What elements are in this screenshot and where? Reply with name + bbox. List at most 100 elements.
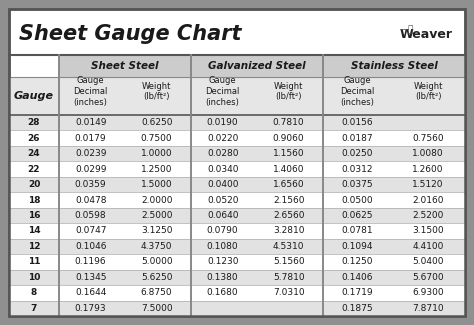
Bar xyxy=(323,55,465,77)
Text: 2.0000: 2.0000 xyxy=(141,196,173,204)
Text: 6.8750: 6.8750 xyxy=(141,288,173,297)
Text: 0.1196: 0.1196 xyxy=(75,257,107,266)
Text: 0.0500: 0.0500 xyxy=(341,196,373,204)
Text: 0.0359: 0.0359 xyxy=(75,180,107,189)
Text: 0.1406: 0.1406 xyxy=(341,273,373,282)
Text: 1.0000: 1.0000 xyxy=(141,149,173,158)
Text: 0.0790: 0.0790 xyxy=(207,227,238,235)
Text: 1.5000: 1.5000 xyxy=(141,180,173,189)
Text: Stainless Steel: Stainless Steel xyxy=(351,61,438,71)
Text: 7.5000: 7.5000 xyxy=(141,304,173,313)
Text: 24: 24 xyxy=(27,149,40,158)
Text: 0.1230: 0.1230 xyxy=(207,257,238,266)
Text: 0.0190: 0.0190 xyxy=(207,118,238,127)
Text: 0.1644: 0.1644 xyxy=(75,288,106,297)
Text: 4.3750: 4.3750 xyxy=(141,242,173,251)
Text: 0.0625: 0.0625 xyxy=(341,211,373,220)
Text: 1.5120: 1.5120 xyxy=(412,180,444,189)
Text: 10: 10 xyxy=(28,273,40,282)
Text: 0.0299: 0.0299 xyxy=(75,165,107,174)
Text: 2.5200: 2.5200 xyxy=(412,211,444,220)
Text: 26: 26 xyxy=(28,134,40,143)
Bar xyxy=(9,301,465,316)
Text: Weight
(lb/ft²): Weight (lb/ft²) xyxy=(413,82,443,101)
Text: 0.6250: 0.6250 xyxy=(141,118,173,127)
Text: 0.0400: 0.0400 xyxy=(207,180,238,189)
Text: 0.7500: 0.7500 xyxy=(141,134,173,143)
Text: 0.0179: 0.0179 xyxy=(75,134,107,143)
Text: 22: 22 xyxy=(28,165,40,174)
Text: 1.2500: 1.2500 xyxy=(141,165,173,174)
Text: 1.4060: 1.4060 xyxy=(273,165,304,174)
Text: 0.0375: 0.0375 xyxy=(341,180,373,189)
Bar xyxy=(9,146,465,162)
Text: 0.0781: 0.0781 xyxy=(341,227,373,235)
Text: Galvanized Steel: Galvanized Steel xyxy=(208,61,306,71)
Text: 0.0156: 0.0156 xyxy=(341,118,373,127)
Text: Gauge: Gauge xyxy=(14,91,54,101)
Text: 5.1560: 5.1560 xyxy=(273,257,304,266)
Bar xyxy=(9,223,465,239)
Text: 0.1046: 0.1046 xyxy=(75,242,107,251)
Text: 7.8710: 7.8710 xyxy=(412,304,444,313)
Text: 0.0149: 0.0149 xyxy=(75,118,107,127)
Bar xyxy=(9,77,465,115)
Text: 28: 28 xyxy=(28,118,40,127)
Text: Gauge
Decimal
(inches): Gauge Decimal (inches) xyxy=(73,76,108,107)
Text: 18: 18 xyxy=(28,196,40,204)
Text: 12: 12 xyxy=(28,242,40,251)
Text: 2.1560: 2.1560 xyxy=(273,196,304,204)
Text: 0.0640: 0.0640 xyxy=(207,211,238,220)
Text: 0.1719: 0.1719 xyxy=(341,288,373,297)
Text: 0.1875: 0.1875 xyxy=(341,304,373,313)
Text: 1.0080: 1.0080 xyxy=(412,149,444,158)
Text: 5.6250: 5.6250 xyxy=(141,273,173,282)
Text: 0.0239: 0.0239 xyxy=(75,149,107,158)
Bar xyxy=(59,55,191,77)
Text: 7.0310: 7.0310 xyxy=(273,288,304,297)
Text: 0.7810: 0.7810 xyxy=(273,118,304,127)
Text: 11: 11 xyxy=(28,257,40,266)
Text: 2.6560: 2.6560 xyxy=(273,211,304,220)
Text: 3.1250: 3.1250 xyxy=(141,227,173,235)
Text: 2.0160: 2.0160 xyxy=(412,196,444,204)
Text: 0.1250: 0.1250 xyxy=(341,257,373,266)
Text: 8: 8 xyxy=(31,288,37,297)
Bar xyxy=(9,285,465,301)
Text: 4.4100: 4.4100 xyxy=(412,242,444,251)
Text: 0.7560: 0.7560 xyxy=(412,134,444,143)
Text: 5.7810: 5.7810 xyxy=(273,273,304,282)
Text: —🚛: —🚛 xyxy=(400,25,414,34)
Bar xyxy=(9,162,465,177)
Text: 14: 14 xyxy=(27,227,40,235)
Text: 0.0312: 0.0312 xyxy=(341,165,373,174)
Text: Sheet Steel: Sheet Steel xyxy=(91,61,159,71)
Text: 5.0400: 5.0400 xyxy=(412,257,444,266)
Text: 7: 7 xyxy=(31,304,37,313)
Text: 0.1345: 0.1345 xyxy=(75,273,107,282)
Text: 0.0280: 0.0280 xyxy=(207,149,238,158)
Text: 6.9300: 6.9300 xyxy=(412,288,444,297)
Text: 4.5310: 4.5310 xyxy=(273,242,304,251)
Text: 0.1380: 0.1380 xyxy=(207,273,238,282)
Text: 3.1500: 3.1500 xyxy=(412,227,444,235)
Bar xyxy=(9,239,465,254)
Bar xyxy=(9,177,465,192)
Bar xyxy=(9,192,465,208)
Text: 0.1680: 0.1680 xyxy=(207,288,238,297)
Text: 0.0220: 0.0220 xyxy=(207,134,238,143)
Text: 0.0340: 0.0340 xyxy=(207,165,238,174)
Text: Weight
(lb/ft²): Weight (lb/ft²) xyxy=(142,82,172,101)
Bar xyxy=(9,115,465,130)
Text: Gauge
Decimal
(inches): Gauge Decimal (inches) xyxy=(340,76,374,107)
Text: 0.0187: 0.0187 xyxy=(341,134,373,143)
Text: 5.6700: 5.6700 xyxy=(412,273,444,282)
Bar xyxy=(9,254,465,270)
Text: 0.1793: 0.1793 xyxy=(75,304,107,313)
Text: 5.0000: 5.0000 xyxy=(141,257,173,266)
Text: Sheet Gauge Chart: Sheet Gauge Chart xyxy=(19,24,241,44)
Text: 0.9060: 0.9060 xyxy=(273,134,304,143)
Text: 0.1094: 0.1094 xyxy=(341,242,373,251)
Text: 0.0598: 0.0598 xyxy=(75,211,107,220)
Text: 2.5000: 2.5000 xyxy=(141,211,173,220)
